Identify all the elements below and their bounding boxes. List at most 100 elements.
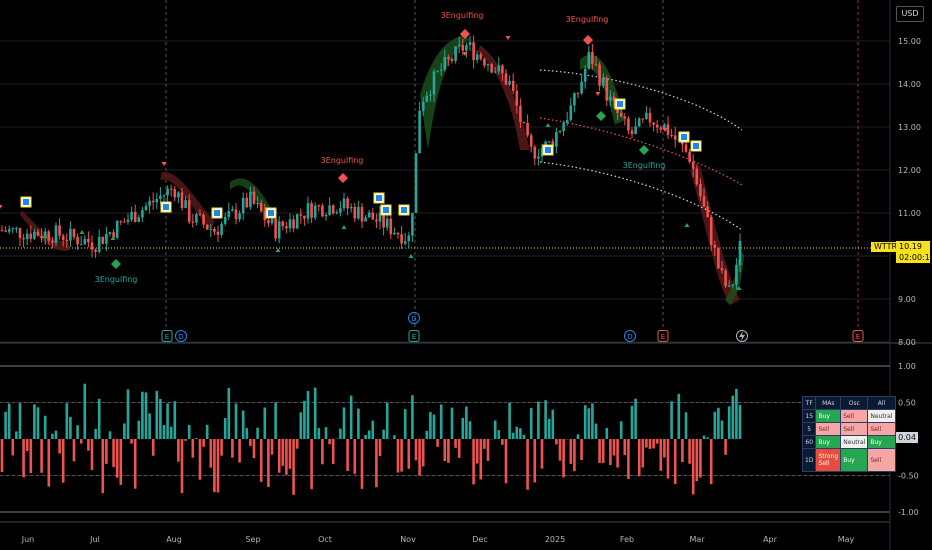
candle-body [591, 51, 594, 64]
osc-bar [76, 425, 79, 439]
osc-bar [90, 439, 94, 471]
candle-body [511, 80, 515, 91]
candle-body [450, 59, 454, 61]
candle-body [475, 54, 479, 61]
osc-bar [526, 439, 529, 490]
osc-bar [342, 407, 346, 439]
osc-bar [677, 393, 681, 439]
osc-bar [454, 439, 457, 448]
currency-label[interactable]: USD [896, 6, 924, 22]
event-circle-icon [408, 312, 420, 324]
candle-body [393, 232, 396, 235]
candle-body [144, 205, 148, 210]
candle-body [727, 285, 731, 287]
osc-bar [195, 438, 198, 439]
event-square-icon [408, 330, 420, 342]
row-all: Neutral [867, 409, 896, 423]
candle-body [738, 241, 742, 266]
signal-box-inner-icon [23, 199, 29, 205]
osc-bar [202, 439, 205, 447]
price-tick-label: 15.00 [898, 37, 921, 46]
osc-bar [583, 405, 587, 439]
time-tick-label: Apr [763, 535, 778, 544]
candle-body [22, 237, 25, 240]
pattern-label: 3Engulfing [95, 275, 138, 284]
candle-body [601, 78, 605, 86]
row-mas: Sell [815, 422, 842, 436]
osc-bar [317, 428, 321, 439]
osc-bar [72, 439, 76, 462]
osc-bar [407, 439, 411, 469]
up-triangle-icon [79, 230, 85, 234]
axes: 15.0014.0013.0012.0011.0010.009.008.001.… [21, 37, 921, 544]
candle-body [173, 189, 177, 198]
row-osc: Buy [840, 448, 869, 472]
osc-bar [688, 439, 691, 464]
osc-bar [641, 439, 645, 468]
candle-body [76, 236, 79, 245]
row-tf: 1D [801, 448, 817, 472]
osc-bar [501, 439, 504, 445]
candle-body [256, 202, 259, 204]
table-row: 5 Sell Sell Sell [801, 422, 896, 436]
candle-body [141, 209, 144, 218]
osc-bar [198, 439, 202, 480]
header-tf: TF [801, 396, 817, 410]
osc-bar [321, 439, 324, 465]
event-lines [165, 0, 859, 330]
osc-bar [303, 400, 306, 439]
candle-body [555, 132, 558, 147]
candle-body [673, 135, 677, 140]
candle-body [432, 71, 436, 95]
price-tick-label: 12.00 [898, 166, 921, 175]
candle-body [659, 127, 663, 130]
candle-body [83, 238, 87, 245]
candle-body [36, 231, 40, 236]
osc-bar [465, 406, 468, 439]
osc-bar [450, 407, 454, 439]
osc-bar [58, 439, 61, 454]
candle-body [735, 265, 738, 285]
candle-body [29, 233, 33, 239]
candle-body [709, 217, 713, 245]
osc-bar [540, 439, 544, 469]
candle-body [58, 225, 61, 236]
row-tf: 15 [801, 409, 817, 423]
row-osc: Sell [840, 422, 869, 436]
signal-box-inner-icon [383, 207, 389, 213]
candle-body [339, 208, 342, 213]
candle-body [648, 112, 652, 123]
candle-body [364, 217, 367, 222]
candle-body [465, 45, 468, 51]
candle-body [288, 219, 292, 229]
osc-bar [231, 439, 234, 458]
osc-bar [151, 439, 155, 456]
candle-body [105, 233, 108, 244]
osc-bar [411, 395, 414, 439]
candle-body [313, 205, 317, 218]
event-marker-label: E [856, 333, 860, 341]
osc-bar [97, 398, 101, 439]
osc-bar [580, 439, 583, 461]
osc-bar [652, 439, 655, 449]
pattern-diamond-icon [338, 173, 348, 183]
row-osc: Neutral [840, 435, 869, 449]
osc-bar [717, 407, 720, 439]
osc-bar [605, 427, 609, 439]
candle-body [378, 212, 382, 222]
candle-body [720, 268, 724, 271]
candle-body [468, 42, 472, 46]
osc-bar [612, 439, 616, 456]
osc-bar [497, 430, 501, 439]
candle-body [501, 65, 504, 74]
candle-body [573, 93, 576, 106]
osc-bar [94, 428, 97, 439]
time-tick-label: Sep [245, 535, 260, 544]
osc-bar [184, 439, 187, 441]
candle-body [303, 215, 306, 219]
candle-body [162, 195, 166, 197]
pattern-diamond-icon [583, 35, 593, 45]
signal-box-inner-icon [545, 147, 551, 153]
candle-body [90, 242, 94, 250]
